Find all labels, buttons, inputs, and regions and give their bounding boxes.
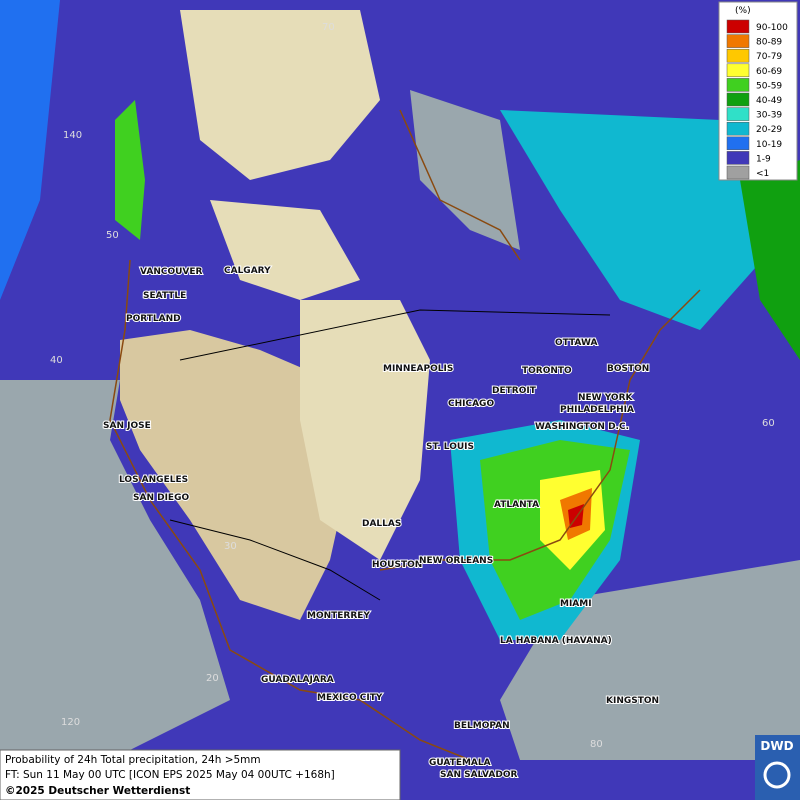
logo-swirl xyxy=(763,761,791,789)
city-label: GUADALAJARA xyxy=(261,675,334,685)
city-label: ATLANTA xyxy=(494,500,539,510)
legend-swatch xyxy=(726,121,750,136)
legend-swatch xyxy=(726,48,750,63)
city-label: ST. LOUIS xyxy=(426,442,474,452)
footer-copyright: ©2025 Deutscher Wetterdienst xyxy=(5,785,190,797)
legend-swatch xyxy=(726,107,750,121)
logo-text: DWD xyxy=(760,739,793,753)
city-label: VANCOUVER xyxy=(140,267,203,277)
legend-label: <1 xyxy=(756,169,769,179)
grid-label: 80 xyxy=(590,739,603,750)
footer-box xyxy=(0,749,401,800)
grid-label: 40 xyxy=(50,355,63,366)
legend-label: 20-29 xyxy=(756,125,782,135)
city-label: SEATTLE xyxy=(143,291,186,301)
legend-label: 1-9 xyxy=(756,154,771,164)
city-label: TORONTO xyxy=(522,366,572,376)
legend-swatch xyxy=(726,165,750,180)
grid-label: 30 xyxy=(224,541,237,552)
logo-box xyxy=(755,735,800,800)
city-label: NEW YORK xyxy=(578,393,634,403)
city-label: OTTAWA xyxy=(555,338,598,348)
land-dry xyxy=(180,10,380,180)
legend: (%) 90-100 80-89 70-79 60-69 50-59 40-49 30-39… xyxy=(718,1,798,181)
city-label: WASHINGTON D.C. xyxy=(535,422,629,432)
precip-10 xyxy=(0,0,60,300)
city-label: PHILADELPHIA xyxy=(560,405,634,415)
legend-label: 90-100 xyxy=(756,23,788,33)
city-label: PORTLAND xyxy=(126,314,181,324)
city-labels: VANCOUVER CALGARY SEATTLE PORTLAND SAN J… xyxy=(102,265,660,781)
city-label: SAN JOSE xyxy=(103,421,151,431)
grid-label: 120 xyxy=(61,717,80,728)
precip-20 xyxy=(500,110,780,330)
land-dry xyxy=(210,200,360,300)
city-label: NEW ORLEANS xyxy=(419,556,493,566)
legend-label: 30-39 xyxy=(756,111,782,121)
legend-swatch xyxy=(726,19,750,34)
city-label: LA HABANA (HAVANA) xyxy=(500,636,612,646)
land-dry xyxy=(120,330,350,620)
city-label: SAN SALVADOR xyxy=(440,770,517,780)
legend-label: 80-89 xyxy=(756,38,782,48)
border xyxy=(179,309,611,361)
legend-label: 50-59 xyxy=(756,81,782,91)
legend-label: 10-19 xyxy=(756,140,782,150)
city-label: CALGARY xyxy=(224,266,271,276)
footer-line: FT: Sun 11 May 00 UTC [ICON EPS 2025 May… xyxy=(5,769,335,781)
city-label: LOS ANGELES xyxy=(119,475,188,485)
grid-label: 60 xyxy=(762,418,775,429)
city-label: DETROIT xyxy=(492,386,537,396)
legend-swatch xyxy=(726,151,750,165)
city-label: SAN DIEGO xyxy=(133,493,189,503)
grid-label: 50 xyxy=(106,230,119,241)
city-label: MINNEAPOLIS xyxy=(383,364,453,374)
precip-40 xyxy=(740,160,800,360)
coastline xyxy=(109,109,701,761)
city-label: BOSTON xyxy=(607,364,649,374)
city-label: BELMOPAN xyxy=(454,721,510,731)
grid-labels: 70 140 50 40 60 30 20 120 80 xyxy=(50,22,775,750)
footer-line: Probability of 24h Total precipitation, … xyxy=(5,754,261,766)
ocean-dry xyxy=(0,380,230,750)
legend-swatch xyxy=(726,78,750,92)
legend-title: (%) xyxy=(735,6,751,16)
legend-label: 40-49 xyxy=(756,96,782,106)
city-label: CHICAGO xyxy=(448,399,494,409)
legend-label: 70-79 xyxy=(756,52,782,62)
grid-label: 70 xyxy=(322,22,335,33)
grid-label: 140 xyxy=(63,130,82,141)
city-label: MIAMI xyxy=(560,599,592,609)
city-label: GUATEMALA xyxy=(429,758,491,768)
legend-swatch xyxy=(726,92,750,107)
city-label: MEXICO CITY xyxy=(317,693,383,703)
city-label: MONTERREY xyxy=(307,611,370,621)
border xyxy=(169,519,381,601)
legend-swatch xyxy=(726,136,750,151)
legend-label: 60-69 xyxy=(756,67,782,77)
hudson-dry xyxy=(410,90,520,250)
precip-50 xyxy=(115,100,145,240)
legend-swatch xyxy=(726,63,750,78)
city-label: KINGSTON xyxy=(606,696,659,706)
city-label: DALLAS xyxy=(362,519,401,529)
grid-label: 20 xyxy=(206,673,219,684)
city-label: HOUSTON xyxy=(372,560,422,570)
legend-swatch xyxy=(726,34,750,48)
land-dry xyxy=(300,300,430,560)
